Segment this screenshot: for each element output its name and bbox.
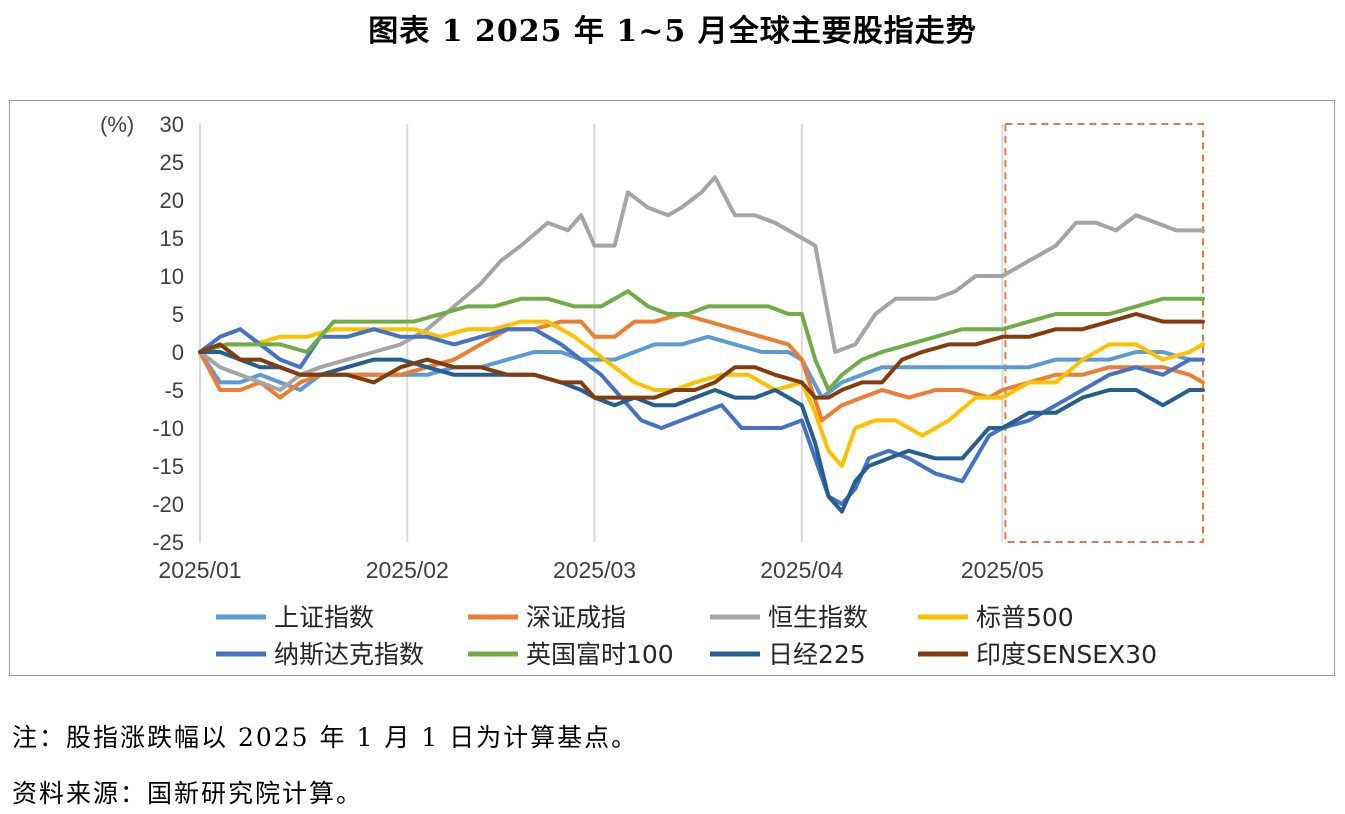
y-tick-label: 15 xyxy=(160,226,184,251)
legend-label: 恒生指数 xyxy=(768,603,868,632)
y-tick-label: 5 xyxy=(172,302,184,327)
y-tick-label: 10 xyxy=(160,264,184,289)
y-axis-label: (%) xyxy=(100,112,134,137)
source-note: 资料来源：国新研究院计算。 xyxy=(12,779,364,808)
y-tick-label: -25 xyxy=(152,530,184,555)
series-line-8 xyxy=(198,312,1205,400)
legend-label: 标普500 xyxy=(976,603,1074,632)
y-tick-label: -10 xyxy=(152,416,184,441)
y-tick-label: 20 xyxy=(160,188,184,213)
legend-label: 英国富时100 xyxy=(526,640,674,669)
series-line-6 xyxy=(198,289,1205,392)
y-tick-label: 30 xyxy=(160,112,184,137)
x-tick-label: 2025/05 xyxy=(961,557,1044,583)
chart-note: 注：股指涨跌幅以 2025 年 1 月 1 日为计算基点。 xyxy=(12,723,639,752)
chart-title: 图表 1 2025 年 1~5 月全球主要股指走势 xyxy=(368,14,977,49)
legend-label: 深证成指 xyxy=(526,603,626,632)
y-tick-label: 25 xyxy=(160,150,184,175)
y-tick-label: -15 xyxy=(152,454,184,479)
legend-label: 日经225 xyxy=(768,640,866,669)
y-tick-label: 0 xyxy=(172,340,184,365)
y-tick-label: -20 xyxy=(152,492,184,517)
chart-frame xyxy=(9,100,1335,676)
legend-label: 印度SENSEX30 xyxy=(976,640,1157,669)
series-line-5 xyxy=(198,327,1205,506)
legend-label: 上证指数 xyxy=(274,603,374,632)
x-tick-label: 2025/02 xyxy=(366,557,449,583)
y-tick-label: -5 xyxy=(164,378,184,403)
x-tick-label: 2025/04 xyxy=(760,557,843,583)
x-tick-label: 2025/01 xyxy=(158,557,241,583)
series-line-7 xyxy=(198,350,1205,514)
legend-label: 纳斯达克指数 xyxy=(274,640,424,669)
highlight-box xyxy=(1004,123,1205,543)
x-tick-label: 2025/03 xyxy=(553,557,636,583)
series-line-3 xyxy=(198,175,1205,392)
